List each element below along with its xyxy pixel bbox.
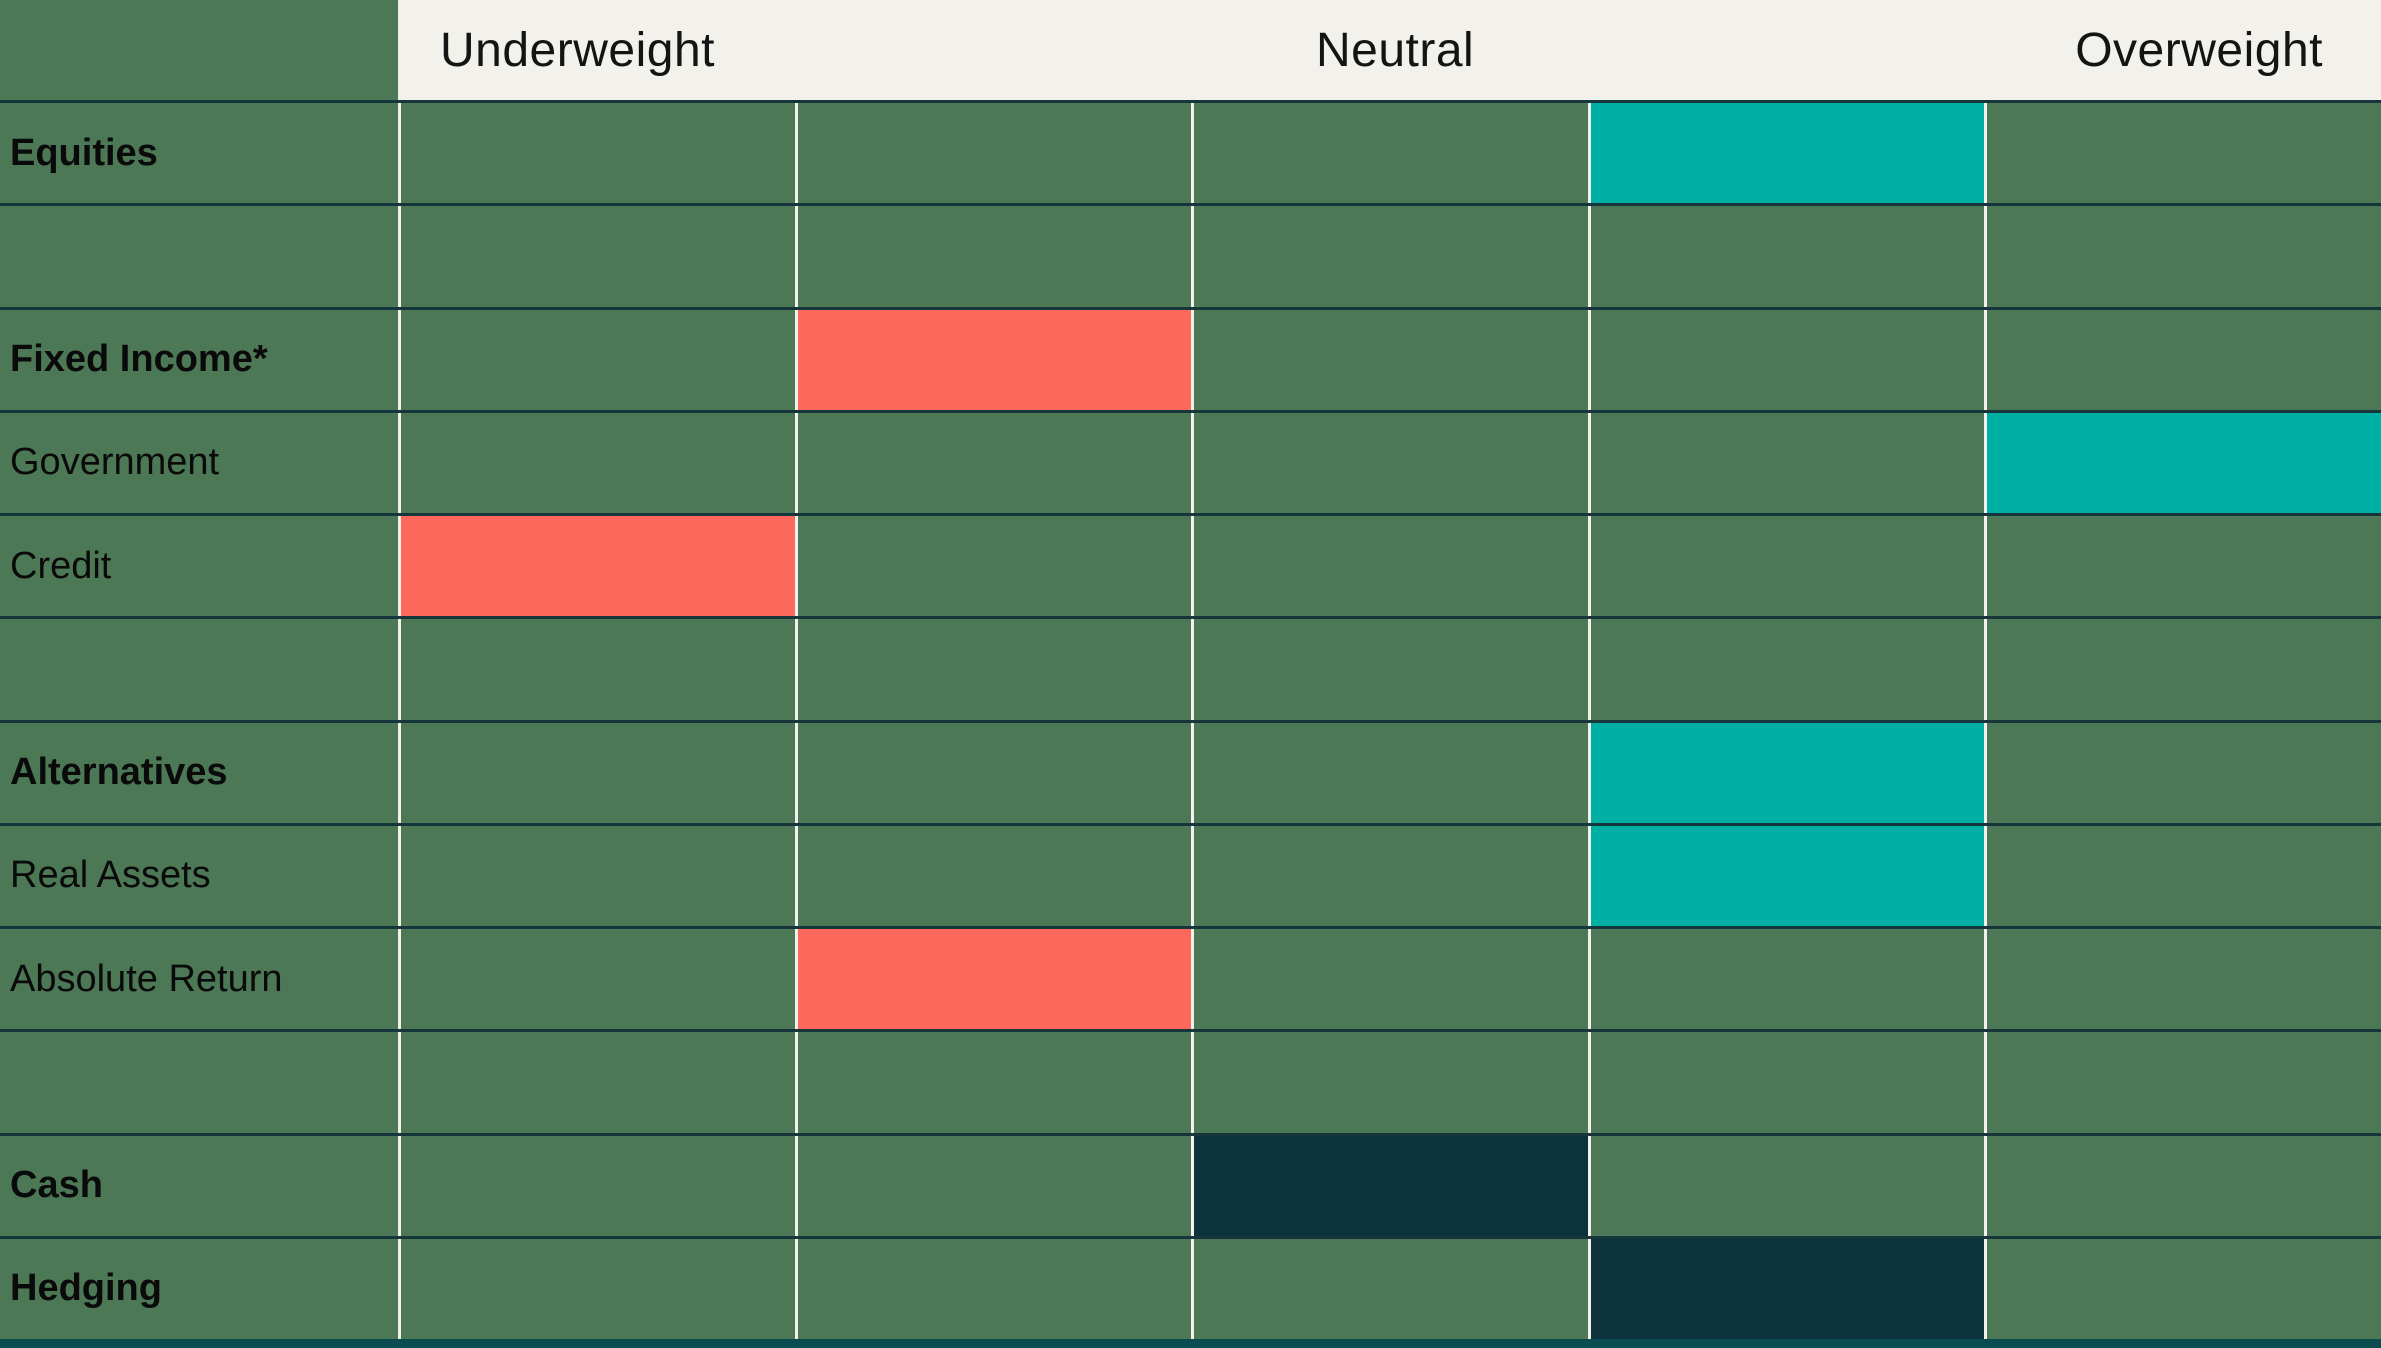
scale-header: Underweight Neutral Overweight [398, 0, 2381, 100]
row-label: Equities [10, 131, 158, 174]
row-label: Credit [10, 544, 112, 587]
grid-cell [1191, 722, 1588, 823]
highlight-cell-coral [794, 929, 1192, 1030]
grid-cell [1191, 103, 1588, 204]
table-row: Real Assets [0, 822, 2381, 926]
grid-cell [1984, 1238, 2381, 1339]
grid-cell [398, 722, 795, 823]
grid-cell [1587, 206, 1985, 307]
grid-cell [794, 516, 1192, 617]
grid-cell [1984, 929, 2381, 1030]
grid-cell [1191, 1238, 1588, 1339]
row-label: Alternatives [10, 751, 228, 794]
grid-cell [398, 309, 795, 410]
grid-cell [1587, 1135, 1985, 1236]
grid-cell [398, 103, 795, 204]
grid-cell [1587, 929, 1985, 1030]
table-row: Hedging [0, 1235, 2381, 1339]
scale-label-overweight: Overweight [2075, 23, 2323, 77]
grid-cell [398, 412, 795, 513]
grid-cell [1984, 722, 2381, 823]
grid-cell [1984, 309, 2381, 410]
table-row: Alternatives [0, 719, 2381, 823]
grid-cell [1984, 825, 2381, 926]
grid-cell [1984, 206, 2381, 307]
grid-cell [398, 619, 795, 720]
scale-label-underweight: Underweight [440, 23, 715, 77]
spacer-row [0, 1029, 2381, 1133]
grid-cell [794, 103, 1192, 204]
spacer-row [0, 203, 2381, 307]
row-label: Government [10, 441, 220, 484]
highlight-cell-teal [1587, 825, 1985, 926]
grid-cell [1191, 412, 1588, 513]
table-row: Absolute Return [0, 926, 2381, 1030]
header-row: Underweight Neutral Overweight [0, 0, 2381, 100]
grid-cell [398, 1238, 795, 1339]
grid-cell [1587, 1032, 1985, 1133]
grid-cell [1984, 516, 2381, 617]
table-row: Cash [0, 1132, 2381, 1236]
highlight-cell-teal [1984, 412, 2381, 513]
scale-label-neutral: Neutral [1315, 23, 1475, 77]
row-label: Real Assets [10, 854, 211, 897]
grid-cell [1191, 516, 1588, 617]
grid-cell [794, 722, 1192, 823]
header-corner-cell [0, 0, 398, 100]
grid-cell [794, 1238, 1192, 1339]
table-row: Credit [0, 513, 2381, 617]
table-row: Equities [0, 100, 2381, 204]
spacer-row [0, 616, 2381, 720]
rows: Equities Fixed Income* Government Credit Alt… [0, 100, 2381, 1339]
highlight-cell-dark [1587, 1238, 1985, 1339]
grid-cell [398, 825, 795, 926]
grid-cell [1587, 516, 1985, 617]
grid-cell [794, 1032, 1192, 1133]
highlight-cell-teal [1587, 103, 1985, 204]
grid-cell [1587, 619, 1985, 720]
row-label [0, 619, 398, 719]
grid-cell [794, 412, 1192, 513]
row-label [0, 1032, 398, 1132]
grid-cell [1191, 929, 1588, 1030]
grid-cell [398, 1135, 795, 1236]
grid-cell [1984, 1135, 2381, 1236]
row-label: Fixed Income* [10, 338, 268, 381]
table-row: Government [0, 409, 2381, 513]
highlight-cell-teal [1587, 722, 1985, 823]
grid-cell [794, 1135, 1192, 1236]
highlight-cell-coral [794, 309, 1192, 410]
grid-cell [1191, 309, 1588, 410]
table-row: Fixed Income* [0, 306, 2381, 410]
grid-cell [398, 929, 795, 1030]
grid-cell [1587, 309, 1985, 410]
row-label: Cash [10, 1164, 103, 1207]
grid-cell [1191, 1032, 1588, 1133]
grid-cell [1191, 206, 1588, 307]
grid-cell [1984, 1032, 2381, 1133]
grid-cell [1191, 619, 1588, 720]
grid-cell [794, 825, 1192, 926]
row-label: Absolute Return [10, 957, 283, 1000]
grid-cell [398, 1032, 795, 1133]
row-label: Hedging [10, 1267, 162, 1310]
grid-cell [1587, 412, 1985, 513]
grid-cell [398, 206, 795, 307]
grid-cell [1191, 825, 1588, 926]
grid-cell [794, 206, 1192, 307]
highlight-cell-dark [1191, 1135, 1588, 1236]
grid-cell [794, 619, 1192, 720]
row-label [0, 206, 398, 306]
highlight-cell-coral [398, 516, 795, 617]
grid-cell [1984, 619, 2381, 720]
grid-cell [1984, 103, 2381, 204]
